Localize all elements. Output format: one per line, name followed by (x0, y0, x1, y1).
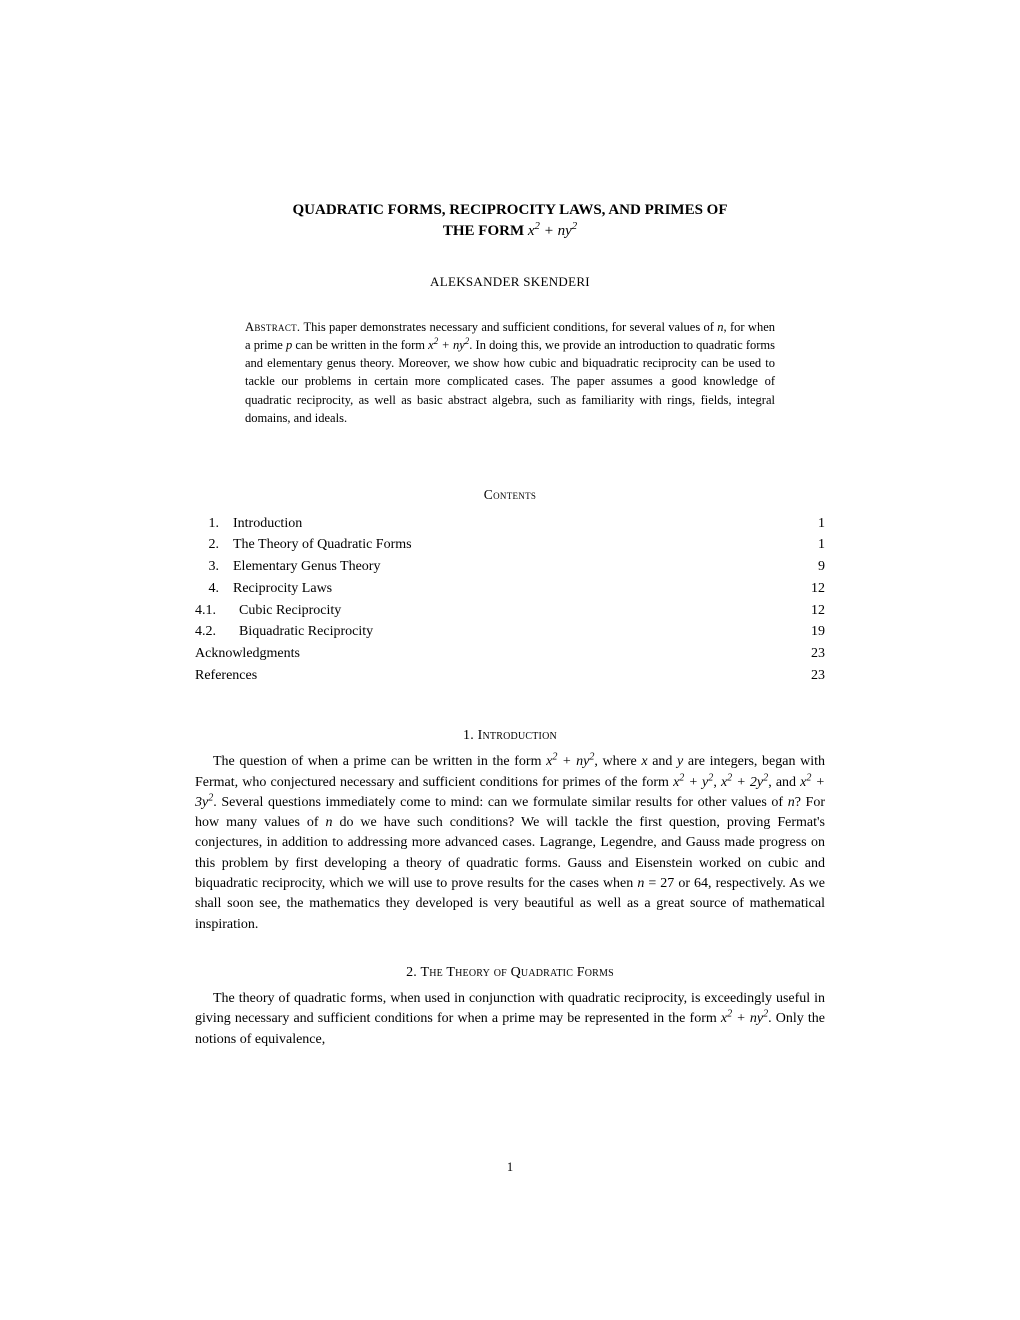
math-n-3: n (326, 815, 333, 830)
intro-formula-1: x2 + ny2 (546, 754, 594, 769)
abstract-label: Abstract. (245, 320, 300, 334)
intro-formula-2: x2 + y2 (673, 775, 713, 790)
toc-title: Introduction (233, 513, 302, 535)
title-line-2-prefix: THE FORM (443, 223, 528, 239)
section-2-paragraph: The theory of quadratic forms, when used… (195, 989, 825, 1050)
toc-row: 1. Introduction 1 (195, 513, 825, 535)
section-2-heading: 2. The Theory of Quadratic Forms (195, 965, 825, 981)
toc-title: Cubic Reciprocity (239, 600, 341, 622)
toc-number: 1. (195, 513, 219, 535)
toc-page: 1 (818, 534, 825, 556)
intro-text-5: , (713, 775, 721, 790)
toc-page: 9 (818, 556, 825, 578)
toc-number: 2. (195, 534, 219, 556)
toc-row: 4. Reciprocity Laws 12 (195, 578, 825, 600)
abstract-formula: x2 + ny2 (428, 338, 469, 352)
abstract-text-3: can be written in the form (292, 338, 428, 352)
toc-page: 19 (811, 621, 825, 643)
toc-title: Biquadratic Reciprocity (239, 621, 373, 643)
intro-text-3: and (648, 754, 677, 769)
toc-row: Acknowledgments 23 (195, 643, 825, 665)
paper-title: QUADRATIC FORMS, RECIPROCITY LAWS, AND P… (195, 200, 825, 242)
toc-row: 4.1. Cubic Reciprocity 12 (195, 600, 825, 622)
contents-heading: Contents (195, 487, 825, 503)
sec2-formula: x2 + ny2 (721, 1011, 768, 1026)
section-1-heading: 1. Introduction (195, 728, 825, 744)
table-of-contents: 1. Introduction 1 2. The Theory of Quadrat… (195, 513, 825, 687)
toc-subnumber: 4.2. (195, 621, 225, 643)
toc-row: References 23 (195, 665, 825, 687)
intro-text-1: The question of when a prime can be writ… (213, 754, 546, 769)
toc-page: 1 (818, 513, 825, 535)
toc-number: 4. (195, 578, 219, 600)
math-n-2: n (788, 795, 795, 810)
toc-page: 23 (811, 643, 825, 665)
paper-author: ALEKSANDER SKENDERI (195, 274, 825, 290)
intro-text-7: . Several questions immediately come to … (213, 795, 787, 810)
introduction-paragraph: The question of when a prime can be writ… (195, 752, 825, 935)
paper-page: QUADRATIC FORMS, RECIPROCITY LAWS, AND P… (0, 0, 1020, 1050)
toc-row: 2. The Theory of Quadratic Forms 1 (195, 534, 825, 556)
title-line-1: QUADRATIC FORMS, RECIPROCITY LAWS, AND P… (292, 202, 727, 218)
abstract-text-1: This paper demonstrates necessary and su… (300, 320, 717, 334)
intro-formula-3: x2 + 2y2 (721, 775, 768, 790)
toc-row: 3. Elementary Genus Theory 9 (195, 556, 825, 578)
toc-subnumber: 4.1. (195, 600, 225, 622)
toc-page: 12 (811, 600, 825, 622)
abstract-block: Abstract. This paper demonstrates necess… (195, 318, 825, 427)
toc-title: Elementary Genus Theory (233, 556, 380, 578)
intro-text-2: , where (594, 754, 641, 769)
toc-title: The Theory of Quadratic Forms (233, 534, 412, 556)
toc-page: 12 (811, 578, 825, 600)
intro-text-6: , and (768, 775, 800, 790)
toc-page: 23 (811, 665, 825, 687)
toc-title: Reciprocity Laws (233, 578, 332, 600)
toc-number: 3. (195, 556, 219, 578)
toc-title: Acknowledgments (195, 643, 300, 665)
toc-title: References (195, 665, 257, 687)
toc-row: 4.2. Biquadratic Reciprocity 19 (195, 621, 825, 643)
title-formula: x2 + ny2 (528, 223, 577, 239)
page-number: 1 (0, 1160, 1020, 1175)
